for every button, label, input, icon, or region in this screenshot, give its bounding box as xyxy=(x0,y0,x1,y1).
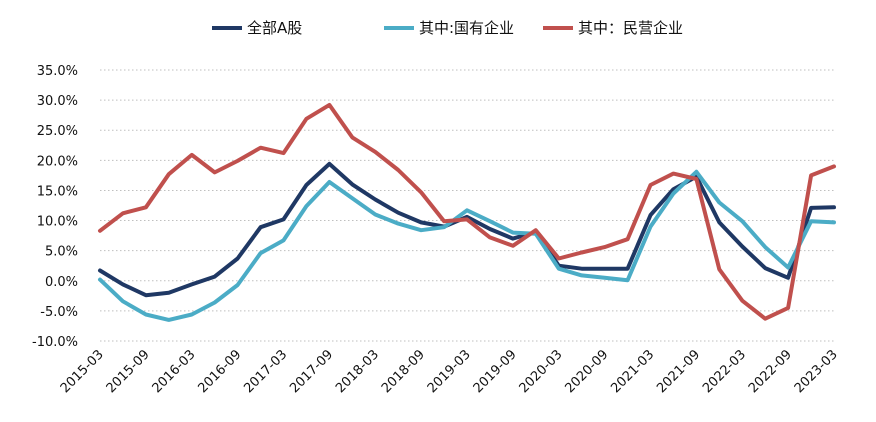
legend-entry-private: 其中：民营企业 xyxy=(543,19,683,37)
x-tick-label: 2016-09 xyxy=(195,347,244,396)
y-tick-label: 5.0% xyxy=(45,245,78,260)
y-tick-label: 0.0% xyxy=(45,275,78,290)
x-tick-label: 2015-09 xyxy=(104,347,153,396)
y-tick-label: 35.0% xyxy=(37,64,78,79)
legend-entry-state-owned: 其中:国有企业 xyxy=(384,19,514,37)
y-tick-label: 10.0% xyxy=(37,215,78,230)
legend: 全部A股 其中:国有企业 其中：民营企业 xyxy=(212,19,683,37)
x-tick-label: 2019-09 xyxy=(471,347,520,396)
legend-entry-all-a-shares: 全部A股 xyxy=(212,19,302,37)
x-tick-label: 2022-09 xyxy=(746,347,795,396)
x-tick-label: 2019-03 xyxy=(425,347,474,396)
x-tick-label: 2022-03 xyxy=(700,347,749,396)
x-tick-label: 2020-03 xyxy=(517,347,566,396)
series-line-private xyxy=(98,102,836,321)
y-tick-label: 15.0% xyxy=(37,184,78,199)
y-tick-label: 20.0% xyxy=(37,154,78,169)
x-tick-label: 2020-09 xyxy=(562,347,611,396)
x-tick-label: 2015-03 xyxy=(58,347,107,396)
x-tick-label: 2021-03 xyxy=(608,347,657,396)
x-tick-label: 2017-09 xyxy=(287,347,336,396)
x-tick-label: 2018-09 xyxy=(379,347,428,396)
y-tick-label: -10.0% xyxy=(32,335,78,350)
x-tick-label: 2016-03 xyxy=(150,347,199,396)
series-lines xyxy=(98,102,836,322)
x-axis: 2015-032015-092016-032016-092017-032017-… xyxy=(58,347,841,396)
y-tick-label: 25.0% xyxy=(37,124,78,139)
x-tick-label: 2021-09 xyxy=(654,347,703,396)
y-tick-label: -5.0% xyxy=(40,305,78,320)
x-tick-label: 2023-03 xyxy=(792,347,841,396)
y-tick-label: 30.0% xyxy=(37,94,78,109)
series-line-all-a-shares xyxy=(98,161,836,298)
x-tick-label: 2017-03 xyxy=(241,347,290,396)
series-line-state-owned xyxy=(98,169,836,322)
legend-label-all-a-shares: 全部A股 xyxy=(247,19,302,37)
legend-label-private: 其中：民营企业 xyxy=(578,19,683,37)
x-tick-label: 2018-03 xyxy=(333,347,382,396)
y-axis: 35.0% 30.0% 25.0% 20.0% 15.0% 10.0% 5.0% 0.0% -5… xyxy=(32,64,78,350)
legend-label-state-owned: 其中:国有企业 xyxy=(419,19,514,37)
